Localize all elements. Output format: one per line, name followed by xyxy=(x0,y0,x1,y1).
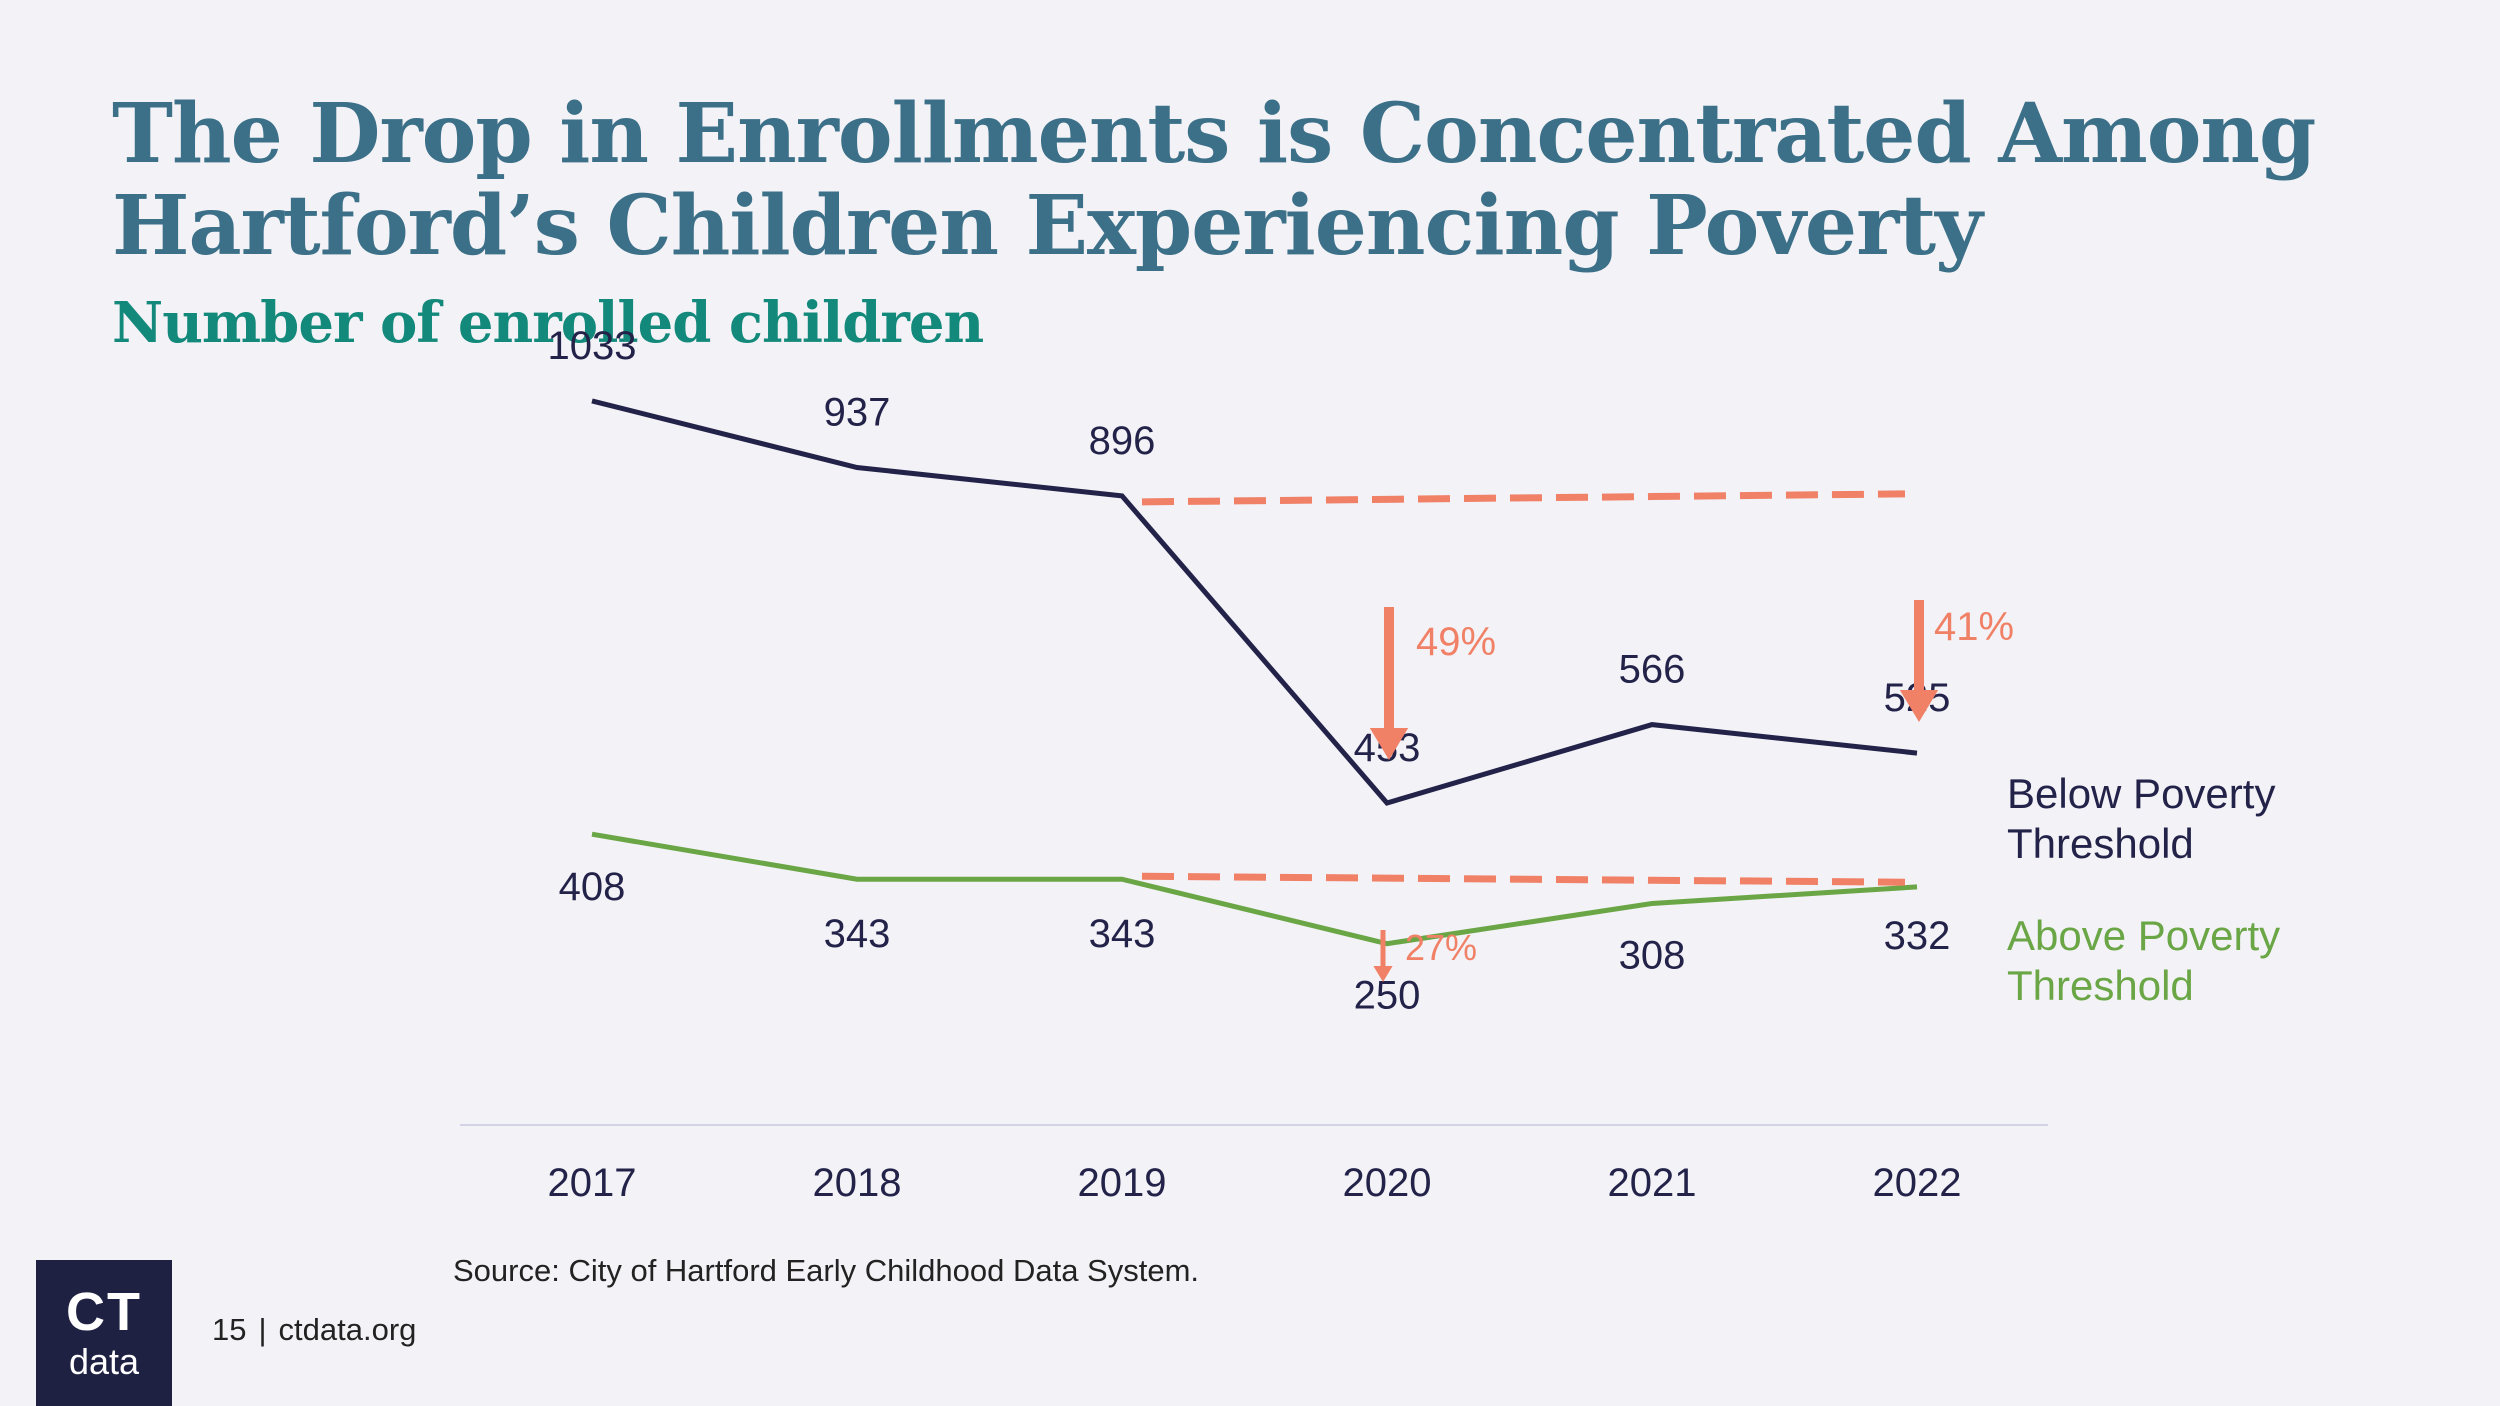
data-label: 408 xyxy=(559,865,626,909)
annotation-arrow-head xyxy=(1369,728,1409,760)
data-label: 937 xyxy=(824,391,891,435)
source-note: Source: City of Hartford Early Childhood… xyxy=(453,1253,1200,1288)
x-tick-label: 2021 xyxy=(1608,1161,1697,1205)
data-label: 250 xyxy=(1354,974,1421,1018)
page-number: 15 xyxy=(212,1312,247,1347)
x-tick-label: 2017 xyxy=(548,1161,637,1205)
series-line xyxy=(591,831,1918,947)
page-title: The Drop in Enrollments is Concentrated … xyxy=(112,86,2316,274)
data-label: 1033 xyxy=(548,324,637,368)
data-label: 343 xyxy=(824,912,891,956)
data-label: 332 xyxy=(1884,914,1951,958)
chart-subtitle: Number of enrolled children xyxy=(112,290,984,356)
change-percent-label: 27% xyxy=(1405,927,1477,968)
footer-site-link[interactable]: ctdata.org xyxy=(278,1312,417,1347)
logo-data: data xyxy=(68,1341,140,1382)
reference-dashed-line xyxy=(1141,872,1906,886)
x-tick-label: 2022 xyxy=(1873,1161,1962,1205)
series-line xyxy=(591,398,1918,806)
series-label: Above Poverty xyxy=(2007,912,2280,959)
x-tick-label: 2019 xyxy=(1078,1161,1167,1205)
x-tick-label: 2020 xyxy=(1343,1161,1432,1205)
change-percent-label: 49% xyxy=(1416,620,1496,664)
ctdata-logo: CT data xyxy=(36,1260,172,1406)
series-label: Threshold xyxy=(2007,962,2194,1009)
data-label: 308 xyxy=(1619,934,1686,978)
series-label: Below Poverty xyxy=(2007,770,2275,817)
annotation-arrow-head xyxy=(1373,966,1393,982)
reference-dashed-line xyxy=(1141,490,1906,506)
data-label: 566 xyxy=(1619,648,1686,692)
data-label: 896 xyxy=(1089,419,1156,463)
x-tick-label: 2018 xyxy=(813,1161,902,1205)
logo-ct: CT xyxy=(66,1282,142,1342)
annotation-arrow-head xyxy=(1899,690,1939,722)
data-label: 343 xyxy=(1089,912,1156,956)
series-label: Threshold xyxy=(2007,820,2194,867)
change-percent-label: 41% xyxy=(1934,605,2014,649)
footer-separator: | xyxy=(258,1312,267,1347)
footer: 15 | ctdata.org xyxy=(212,1312,416,1348)
